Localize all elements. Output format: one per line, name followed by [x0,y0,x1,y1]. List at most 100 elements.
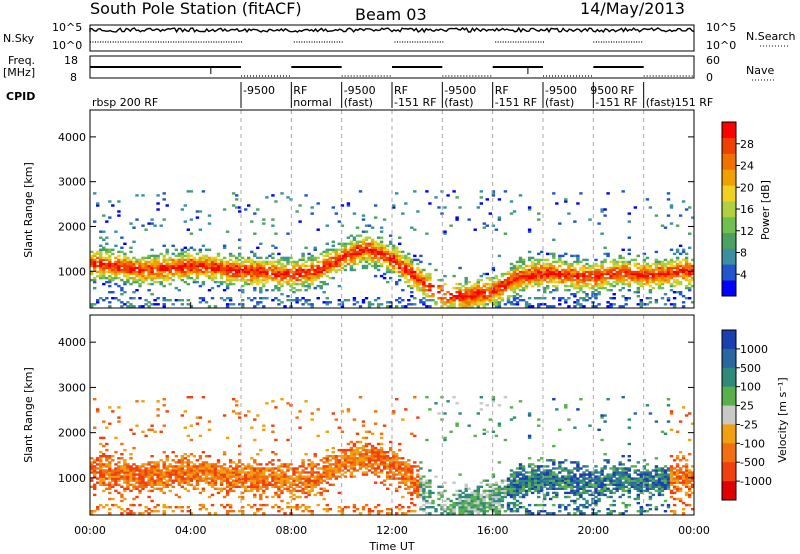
power-cell [476,295,480,298]
power-cell [624,272,628,276]
power-cell [464,303,468,306]
power-cell [627,297,631,300]
power-cell [162,218,166,221]
velocity-cell [370,463,375,466]
velocity-cell [512,489,517,493]
power-cell [612,258,616,262]
power-cell [340,254,345,258]
velocity-cell [274,453,278,456]
power-cell [606,276,610,280]
velocity-cell [334,457,338,460]
velocity-cell [313,463,317,466]
power-cell [422,286,426,290]
velocity-cell [340,465,345,468]
power-cell [132,226,136,229]
power-cell [543,291,547,294]
power-cell [681,200,686,203]
velocity-cell [389,463,393,466]
power-cell [497,198,502,201]
power-cell [262,282,266,286]
power-cell [410,278,414,282]
power-cell [90,262,94,266]
velocity-cell [129,428,133,431]
velocity-cell [398,448,402,452]
power-cell [567,262,571,266]
power-cell [579,266,583,270]
velocity-cell [316,473,320,476]
power-cell [410,264,414,268]
velocity-cell [443,499,447,503]
power-cell [407,299,411,302]
power-cell [521,270,526,274]
power-cell [280,264,284,268]
power-cell [488,276,492,280]
power-cell [419,299,423,302]
power-cell [174,264,178,268]
power-cell [346,258,351,262]
power-cell [681,295,686,298]
velocity-cell [105,426,109,429]
power-cell [618,254,622,258]
velocity-cell [352,418,357,421]
power-cell [663,278,668,282]
velocity-cell [138,512,142,515]
velocity-cell [256,453,260,456]
power-cell [373,204,378,207]
power-cell [386,280,390,284]
velocity-cell [395,459,399,462]
power-cell [135,278,139,282]
power-cell [274,272,278,276]
velocity-cell [416,416,420,419]
power-cell [500,289,505,292]
power-cell [512,278,517,282]
power-cell [304,264,308,268]
power-cell [271,266,275,270]
power-cell [479,202,483,205]
power-cell [186,282,190,286]
power-cell [207,248,212,251]
power-cell [509,262,514,266]
power-cell [216,280,221,284]
velocity-cell [328,467,332,470]
power-cell [96,202,100,205]
velocity-cell [488,485,492,488]
power-cell [238,266,242,270]
velocity-cell [530,481,535,484]
velocity-cell [159,483,163,486]
power-cell [660,224,665,227]
power-cell [618,289,622,292]
velocity-cell [473,508,477,511]
power-cell [150,293,154,296]
power-cell [343,246,348,249]
power-cell [494,276,499,280]
power-cell [455,216,459,219]
velocity-cell [425,501,429,505]
velocity-cell [256,481,260,484]
velocity-cell [228,475,233,478]
velocity-cell [195,422,200,425]
power-cell [328,266,332,270]
power-cell [307,299,311,302]
power-cell [497,301,502,304]
power-cell [216,254,221,258]
velocity-cell [147,512,151,515]
power-cell [138,305,142,308]
power-cell [108,280,112,284]
power-cell [395,256,399,260]
velocity-cell [304,495,308,499]
velocity-cell [135,479,139,482]
velocity-cell [328,483,332,486]
velocity-cell [295,508,299,511]
power-cell [174,272,178,276]
power-cell [364,264,369,268]
power-cell [186,190,190,193]
power-cell [464,282,468,286]
velocity-cell [250,477,254,480]
power-cell [573,272,577,276]
power-cell [549,272,553,276]
power-cell [473,301,477,304]
velocity-cell [410,469,414,472]
velocity-cell [241,463,245,466]
power-cell [165,266,169,270]
power-cell [479,278,483,282]
